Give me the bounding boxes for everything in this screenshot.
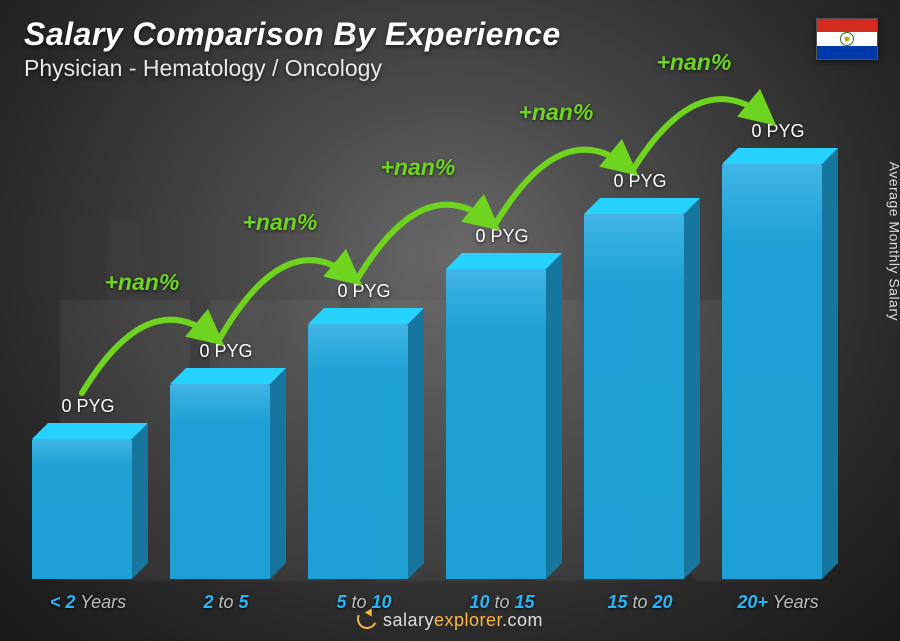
header: Salary Comparison By Experience Physicia… xyxy=(24,16,561,82)
bar-top xyxy=(584,198,700,214)
bar-value-label: 0 PYG xyxy=(166,341,286,362)
bar-side xyxy=(822,148,838,579)
chart-canvas: Salary Comparison By Experience Physicia… xyxy=(0,0,900,641)
percent-change-label: +nan% xyxy=(243,209,318,236)
bar-side xyxy=(546,253,562,579)
brand-highlight: explorer xyxy=(434,610,502,630)
bar-side xyxy=(132,423,148,579)
flag-emblem xyxy=(840,32,854,46)
bar-top xyxy=(32,423,148,439)
bar-slot: 0 PYG15 to 20 xyxy=(584,214,702,579)
flag-stripe-top xyxy=(817,19,877,32)
bar-front xyxy=(446,269,546,579)
percent-change-label: +nan% xyxy=(657,49,732,76)
bar-slot: 0 PYG< 2 Years xyxy=(32,439,150,579)
bar-top xyxy=(308,308,424,324)
footer-attribution: salaryexplorer.com xyxy=(0,609,900,631)
bar-front xyxy=(722,164,822,579)
bar-value-label: 0 PYG xyxy=(580,171,700,192)
bar-front xyxy=(170,384,270,579)
bar-side xyxy=(684,198,700,579)
bar-front xyxy=(308,324,408,579)
bar-top xyxy=(170,368,286,384)
y-axis-label: Average Monthly Salary xyxy=(886,161,900,320)
bar-slot: 0 PYG5 to 10 xyxy=(308,324,426,579)
bar-front xyxy=(32,439,132,579)
chart-subtitle: Physician - Hematology / Oncology xyxy=(24,55,561,82)
country-flag-paraguay xyxy=(816,18,878,60)
bar-slot: 0 PYG10 to 15 xyxy=(446,269,564,579)
bar-top xyxy=(722,148,838,164)
chart-title: Salary Comparison By Experience xyxy=(24,16,561,53)
bar-top xyxy=(446,253,562,269)
bar-side xyxy=(270,368,286,579)
bar-side xyxy=(408,308,424,579)
bar-chart: 0 PYG< 2 Years0 PYG2 to 5 +nan% 0 PYG5 to … xyxy=(24,120,862,579)
brand-suffix: .com xyxy=(502,610,543,630)
percent-change-label: +nan% xyxy=(519,99,594,126)
bar-front xyxy=(584,214,684,579)
bar-value-label: 0 PYG xyxy=(442,226,562,247)
brand-prefix: salary xyxy=(383,610,434,630)
percent-change-label: +nan% xyxy=(381,154,456,181)
bar-value-label: 0 PYG xyxy=(304,281,424,302)
bar-value-label: 0 PYG xyxy=(28,396,148,417)
flag-stripe-bot xyxy=(817,46,877,59)
logo-icon xyxy=(357,609,377,629)
percent-change-label: +nan% xyxy=(105,269,180,296)
bar-slot: 0 PYG2 to 5 xyxy=(170,384,288,579)
bar-slot: 0 PYG20+ Years xyxy=(722,164,840,579)
bar-value-label: 0 PYG xyxy=(718,121,838,142)
